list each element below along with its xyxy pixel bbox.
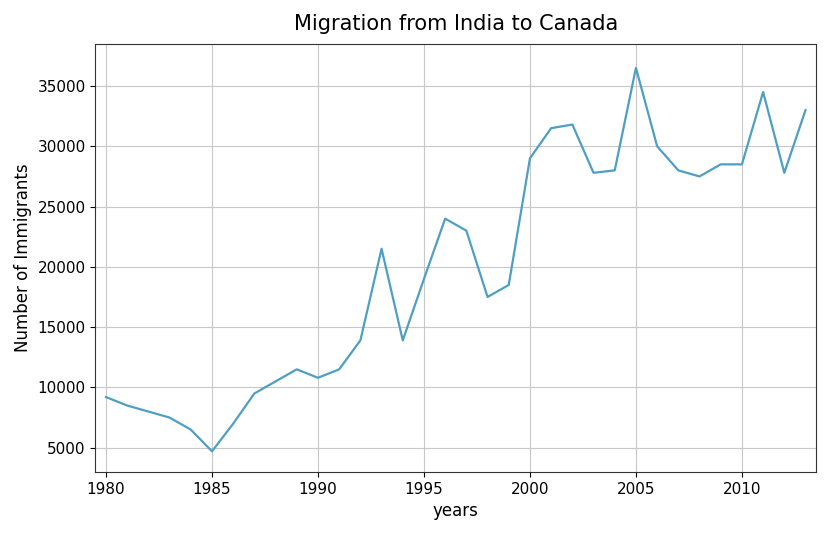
- X-axis label: years: years: [432, 502, 479, 520]
- Y-axis label: Number of Immigrants: Number of Immigrants: [14, 163, 32, 352]
- Title: Migration from India to Canada: Migration from India to Canada: [294, 14, 618, 34]
